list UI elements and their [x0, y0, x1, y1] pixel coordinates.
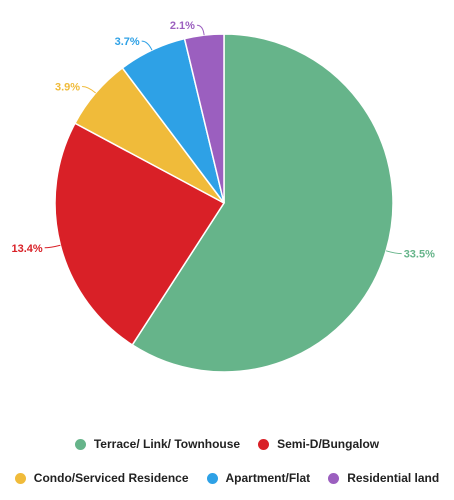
leader-line-residential-land: [196, 24, 205, 36]
pie-slices: [54, 33, 394, 373]
pie-labels: 33.5% 13.4% 3.9% 3.7% 2.1%: [11, 20, 435, 260]
legend-swatch-residential-land: [328, 472, 340, 484]
legend-item-condo[interactable]: Condo/Serviced Residence: [14, 471, 189, 485]
data-label-condo: 3.9%: [55, 82, 80, 94]
legend-swatch-terrace: [74, 438, 86, 450]
leader-line-semi-d: [44, 244, 61, 249]
leader-line-condo: [82, 86, 97, 94]
leader-line-terrace: [385, 250, 402, 255]
legend-label-semi-d: Semi-D/Bungalow: [277, 437, 380, 451]
legend-swatch-apartment: [206, 472, 218, 484]
legend-label-residential-land: Residential land: [347, 471, 440, 485]
legend-item-residential-land[interactable]: Residential land: [328, 471, 439, 485]
pie-chart: 33.5% 13.4% 3.9% 3.7% 2.1%: [11, 20, 435, 373]
data-label-semi-d: 13.4%: [11, 243, 42, 255]
legend-label-terrace: Terrace/ Link/ Townhouse: [93, 437, 241, 451]
data-label-terrace: 33.5%: [404, 249, 435, 261]
data-label-apartment: 3.7%: [115, 36, 140, 48]
legend-item-semi-d[interactable]: Semi-D/Bungalow: [258, 437, 379, 451]
leader-line-apartment: [141, 40, 153, 51]
legend-swatch-semi-d: [258, 438, 270, 450]
legend-label-condo: Condo/Serviced Residence: [33, 471, 189, 485]
legend-row-2: Condo/Serviced Residence Apartment/Flat …: [0, 471, 454, 485]
legend-label-apartment: Apartment/Flat: [225, 471, 311, 485]
legend-item-apartment[interactable]: Apartment/Flat: [206, 471, 311, 485]
legend-item-terrace[interactable]: Terrace/ Link/ Townhouse: [74, 437, 241, 451]
data-label-residential-land: 2.1%: [170, 20, 195, 32]
pie-slice-residential-land[interactable]: [183, 33, 225, 204]
legend-swatch-condo: [14, 472, 26, 484]
legend-row-1: Terrace/ Link/ Townhouse Semi-D/Bungalow: [0, 437, 454, 451]
